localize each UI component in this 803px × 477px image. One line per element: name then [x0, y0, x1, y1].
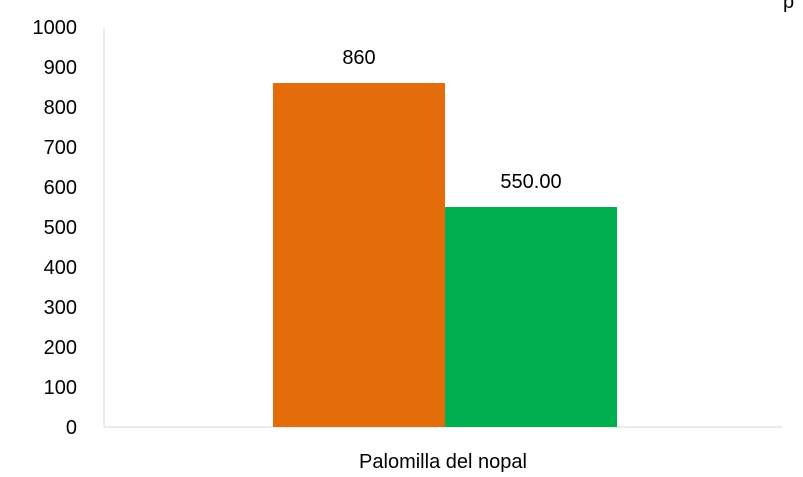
x-axis-tick-labels: Palomilla del nopal [359, 451, 527, 473]
y-tick-label: 700 [44, 137, 77, 159]
y-axis-tick-labels: 0 100 200 300 400 500 600 700 800 900 1000 [33, 17, 78, 439]
y-tick-label: 100 [44, 377, 77, 399]
y-tick-label: 600 [44, 177, 77, 199]
y-tick-label: 200 [44, 337, 77, 359]
top-right-text-fragment: p [783, 0, 794, 13]
y-tick-label: 0 [66, 417, 77, 439]
bar-value-labels: 860 550.00 [342, 47, 561, 193]
y-tick-label: 1000 [33, 17, 78, 39]
bar-value-label: 550.00 [500, 171, 561, 193]
y-tick-label: 800 [44, 97, 77, 119]
bar-series-2-0 [445, 207, 617, 427]
y-tick-label: 300 [44, 297, 77, 319]
x-tick-label: Palomilla del nopal [359, 451, 527, 472]
bar-value-label: 860 [342, 47, 375, 69]
y-tick-label: 500 [44, 217, 77, 239]
bar-series-1-0 [273, 83, 445, 427]
y-tick-label: 400 [44, 257, 77, 279]
y-tick-label: 900 [44, 57, 77, 79]
bar-marks [273, 83, 617, 427]
